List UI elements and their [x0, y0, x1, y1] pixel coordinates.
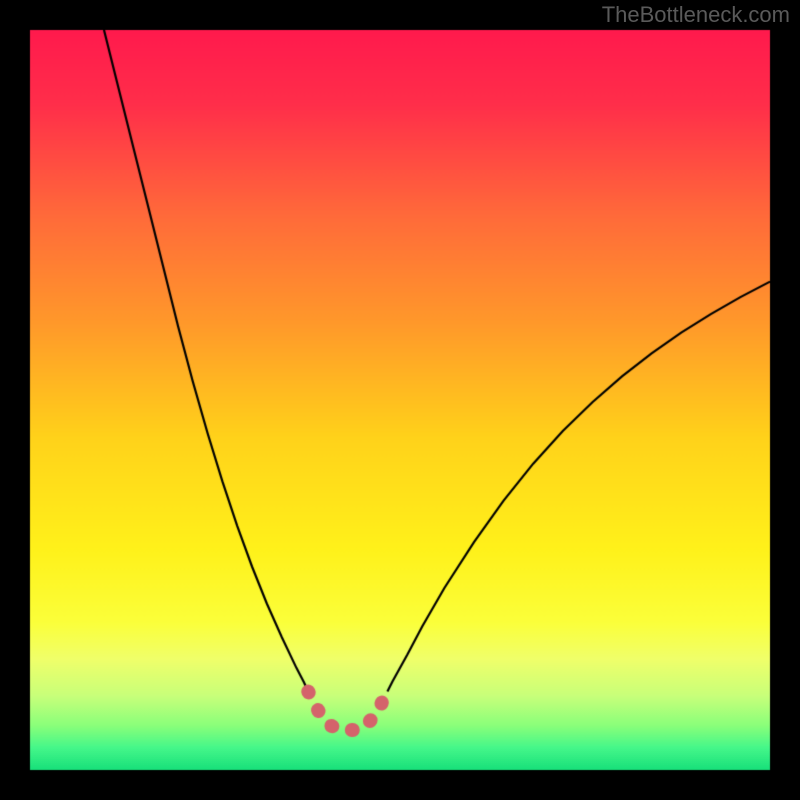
watermark-text: TheBottleneck.com: [602, 2, 790, 28]
bottleneck-chart: [0, 0, 800, 800]
